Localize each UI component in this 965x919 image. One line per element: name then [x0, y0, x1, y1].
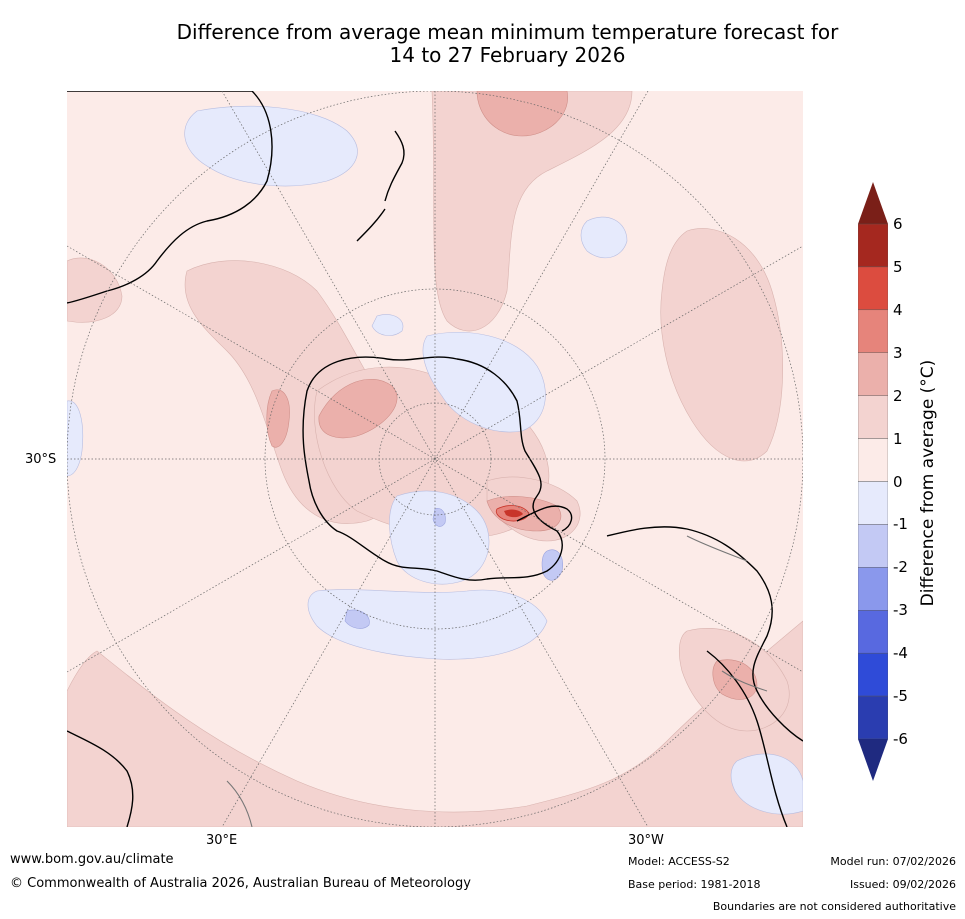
copyright-text: © Commonwealth of Australia 2026, Austra…: [10, 876, 471, 891]
south-america-coast: [606, 526, 803, 742]
anomaly-minus-1-0-regions: [67, 105, 803, 815]
model-text: Model: ACCESS-S2: [628, 855, 730, 868]
colorbar-bin: [858, 481, 888, 525]
colorbar-bin: [858, 352, 888, 396]
label-30e: 30°E: [206, 833, 238, 848]
cool-region-west-edge: [67, 400, 83, 477]
title-line-1: Difference from average mean minimum tem…: [176, 20, 839, 44]
title-line-2: 14 to 27 February 2026: [389, 43, 626, 67]
warm-region-south-atlantic: [660, 228, 783, 462]
antarctic-peninsula-coast: [516, 505, 573, 532]
map-canvas: [67, 91, 803, 827]
label-30s: 30°S: [25, 452, 57, 467]
colorbar-tick-label: 2: [893, 386, 903, 405]
colorbar-tick-label: 3: [893, 343, 903, 362]
new-zealand-south-island: [356, 208, 386, 242]
antarctica-coast: [302, 356, 563, 581]
colorbar-tick-label: 4: [893, 300, 903, 319]
colorbar-bin: [858, 266, 888, 311]
anomaly-2-3-regions: [266, 91, 758, 700]
cool-region-ross-sea: [422, 331, 546, 433]
base-period-text: Base period: 1981-2018: [628, 878, 761, 891]
website-link[interactable]: www.bom.gov.au/climate: [10, 852, 174, 867]
colorbar-tick-label: -2: [893, 558, 908, 577]
colorbar-tick-label: -5: [893, 687, 908, 706]
anomaly-5-6-region: [495, 505, 530, 522]
warm-core-antarctic: [318, 379, 398, 439]
africa-coast: [67, 730, 134, 827]
colorbar-title-text: Difference from average (°C): [918, 359, 938, 607]
colorbar-tick-label: -1: [893, 515, 908, 534]
colorbar-bin: [858, 524, 888, 568]
model-run-text: Model run: 07/02/2026: [830, 855, 956, 868]
colorbar-bin: [858, 438, 888, 482]
colorbar-extend-min: [858, 739, 888, 781]
colorbar-tick-label: 1: [893, 429, 903, 448]
colorbar-extend-max: [858, 182, 888, 224]
warm-region-southern-ocean-band: [67, 620, 803, 827]
colorbar-tick-label: 0: [893, 472, 903, 491]
colorbar-bin: [858, 567, 888, 611]
cool-region-australia-interior: [184, 105, 358, 187]
graticule: [67, 91, 803, 827]
colorbar-bin: [858, 395, 888, 439]
cold-spot-south-atlantic: [541, 549, 563, 581]
colorbar-tick-label: 6: [893, 215, 903, 233]
chart-title: Difference from average mean minimum tem…: [60, 21, 955, 67]
cool-region-southeast-pacific: [580, 216, 628, 259]
coastlines: [67, 91, 803, 827]
colorbar-bin: [858, 223, 888, 268]
disclaimer-text: Boundaries are not considered authoritat…: [712, 900, 956, 913]
colorbar-tick-label: -3: [893, 601, 908, 620]
colorbar-bin: [858, 610, 888, 654]
cool-region-southeast-indian: [371, 314, 404, 336]
colorbar-bin: [858, 695, 888, 740]
colorbar: [858, 182, 888, 781]
colorbar-tick-label: -6: [893, 730, 908, 748]
cold-spot-east-antarctic: [432, 508, 446, 527]
colorbar-tick-label: -4: [893, 644, 908, 663]
national-borders: [226, 535, 768, 827]
new-zealand-north-island: [384, 130, 405, 202]
cool-region-southern-ocean: [307, 589, 548, 660]
issued-text: Issued: 09/02/2026: [849, 878, 956, 891]
australia-coast: [67, 91, 273, 304]
colorbar-tick-label: 5: [893, 257, 903, 276]
colorbar-bin: [858, 652, 888, 697]
warm-core-pacific: [476, 91, 568, 137]
colorbar-bin: [858, 309, 888, 353]
warm-region-west-australia: [67, 257, 123, 323]
warm-region-south-pacific-north: [431, 91, 633, 332]
forecast-map[interactable]: [67, 91, 803, 827]
warm-core-indian-sector: [266, 389, 290, 448]
colorbar-bins: [858, 223, 888, 740]
south-america-south-coast: [706, 650, 788, 827]
label-30w: 30°W: [628, 833, 664, 848]
anomaly-minus-2-minus-1-regions: [344, 508, 563, 629]
cool-region-north-east-corner: [730, 753, 803, 815]
